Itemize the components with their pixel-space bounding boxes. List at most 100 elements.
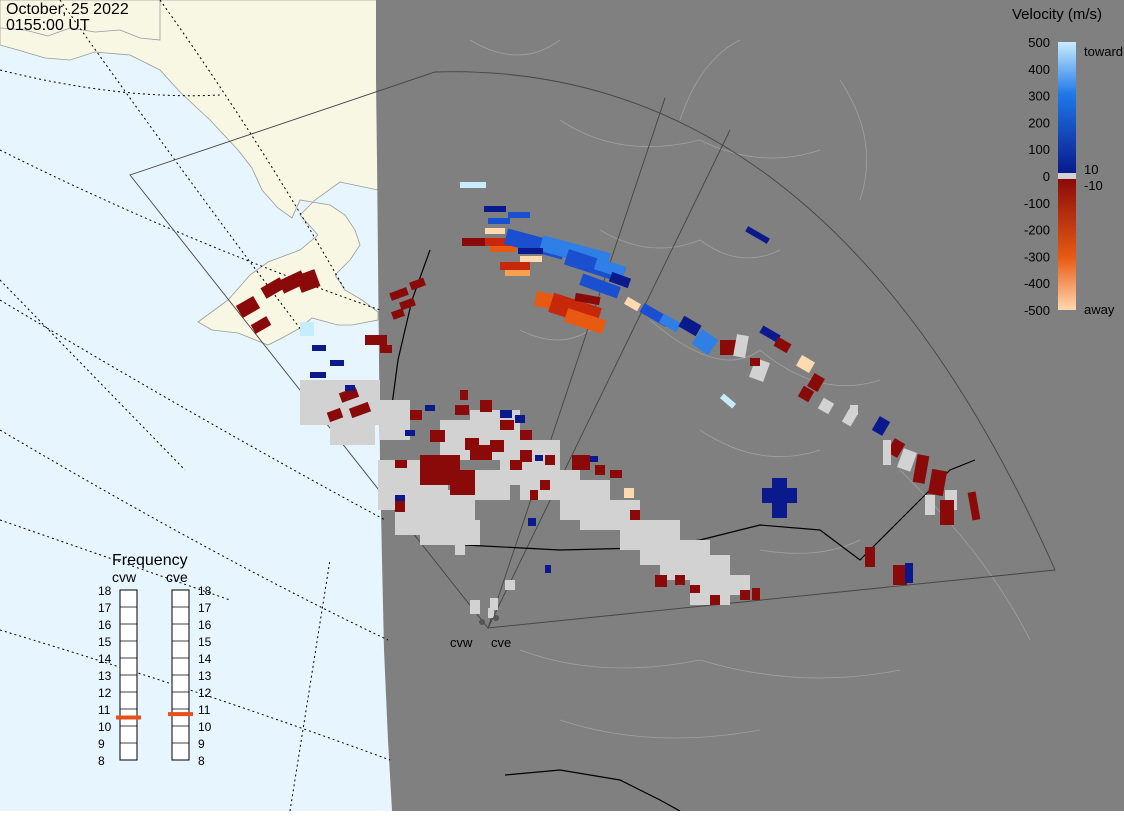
scatter-cell [871,416,891,436]
frequency-scale-label-right: 8 [198,754,205,768]
frequency-scale-label-right: 9 [198,737,205,751]
frequency-scale-label-left: 14 [98,652,112,666]
scatter-cell [624,296,641,312]
colorbar-tick-label: -100 [1024,196,1050,211]
scatter-cell [310,372,326,378]
scatter-cell [572,455,590,470]
scatter-cell [399,297,416,311]
scatter-cell [590,456,598,462]
scatter-cell [389,287,409,301]
alaska-canada-border [389,249,431,421]
fov-boundary-line [487,97,666,629]
scatter-cell [528,518,536,526]
scatter-cell [490,598,498,610]
scatter-cell [610,470,622,478]
grid-line [0,519,231,601]
scatter-cell [690,585,700,593]
scatter-cell [500,420,514,430]
scatter-cell [505,580,515,590]
night-terminator-shade [376,0,1124,811]
scatter-cell [530,490,538,500]
scatter-cell [883,440,891,465]
colorbar-tick-label: -300 [1024,249,1050,264]
colorbar-tick-label: 400 [1028,62,1050,77]
scatter-cell [817,397,835,415]
scatter-cell [752,588,760,600]
scatter-cell [510,460,522,470]
colorbar-toward-label: toward [1084,44,1123,59]
radar-site-label: cvw [450,635,473,650]
scatter-cell [927,468,948,497]
bering-coast [0,0,161,41]
scatter-cell [430,430,445,442]
scatter-cell [772,478,787,518]
frequency-scale-label-right: 11 [198,703,211,717]
scatter-cell [312,345,326,351]
coastline [599,229,781,259]
grid-line [0,629,391,761]
scatter-cell [484,206,506,212]
fov-outline [129,71,1056,629]
scatter-cell [520,256,542,262]
coastline [699,429,821,458]
coastline [759,539,861,554]
scatter-cell [235,295,261,319]
frequency-column-label: cve [166,569,188,585]
scatter-cell [675,575,685,585]
scatter-cell [912,454,930,484]
scatter-cell [462,238,487,246]
scatter-cell [967,491,981,521]
frequency-scale-label-right: 16 [198,618,212,632]
scatter-cell [630,510,640,520]
scatter-cell [740,590,750,600]
scatter-cell [897,448,917,472]
frequency-scale-label-right: 14 [198,652,212,666]
scatter-cell [338,387,360,403]
scatter-cell [488,608,494,618]
coastline [519,329,591,341]
scatter-cell [710,595,720,605]
colorbar-tick-label: 100 [1028,142,1050,157]
scatter-cell [508,212,530,218]
frequency-scale-label-left: 15 [98,635,112,649]
scatter-cell [395,500,405,512]
scatter-cell [380,345,392,353]
coastlines-night [469,39,1031,739]
frequency-scale-label-right: 18 [198,584,212,598]
alaska-landmass [0,0,379,346]
colorbar-title: Velocity (m/s) [1012,6,1103,23]
frequency-scale-label-left: 9 [98,737,105,751]
scatter-cell [488,218,510,224]
colorbar-away-segment [1058,179,1076,310]
frequency-scale-label-left: 13 [98,669,112,683]
scatter-cell [750,358,760,366]
coastline [559,119,821,159]
scatter-cell [658,313,682,333]
frequency-scale-label-left: 11 [98,703,111,717]
colorbar-tick-label: -200 [1024,223,1050,238]
colorbar-threshold-label: -10 [1084,178,1103,193]
frequency-scale-label-right: 12 [198,686,212,700]
scatter-cell [450,470,475,495]
date-label: October, 25 2022 [6,1,129,18]
frequency-scale-label-left: 18 [98,584,112,598]
frequency-scale-label-right: 13 [198,669,212,683]
scatter-cell [500,262,530,270]
scatter-cell [465,438,479,450]
scatter-cell [574,292,601,306]
scatter-cell [595,465,605,475]
scatter-cell [719,393,737,409]
scatter-cell [733,334,749,358]
scatter-cell [593,257,627,279]
frequency-indicator [116,715,141,720]
grid-line [289,559,331,812]
scatter-cell [500,410,512,418]
grid-line [0,299,386,521]
scatter-cell [480,400,492,412]
scatter-cell [940,500,954,525]
scatter-cell [425,405,435,411]
scatter-cell [348,401,372,419]
frequency-scale-label-left: 8 [98,754,105,768]
